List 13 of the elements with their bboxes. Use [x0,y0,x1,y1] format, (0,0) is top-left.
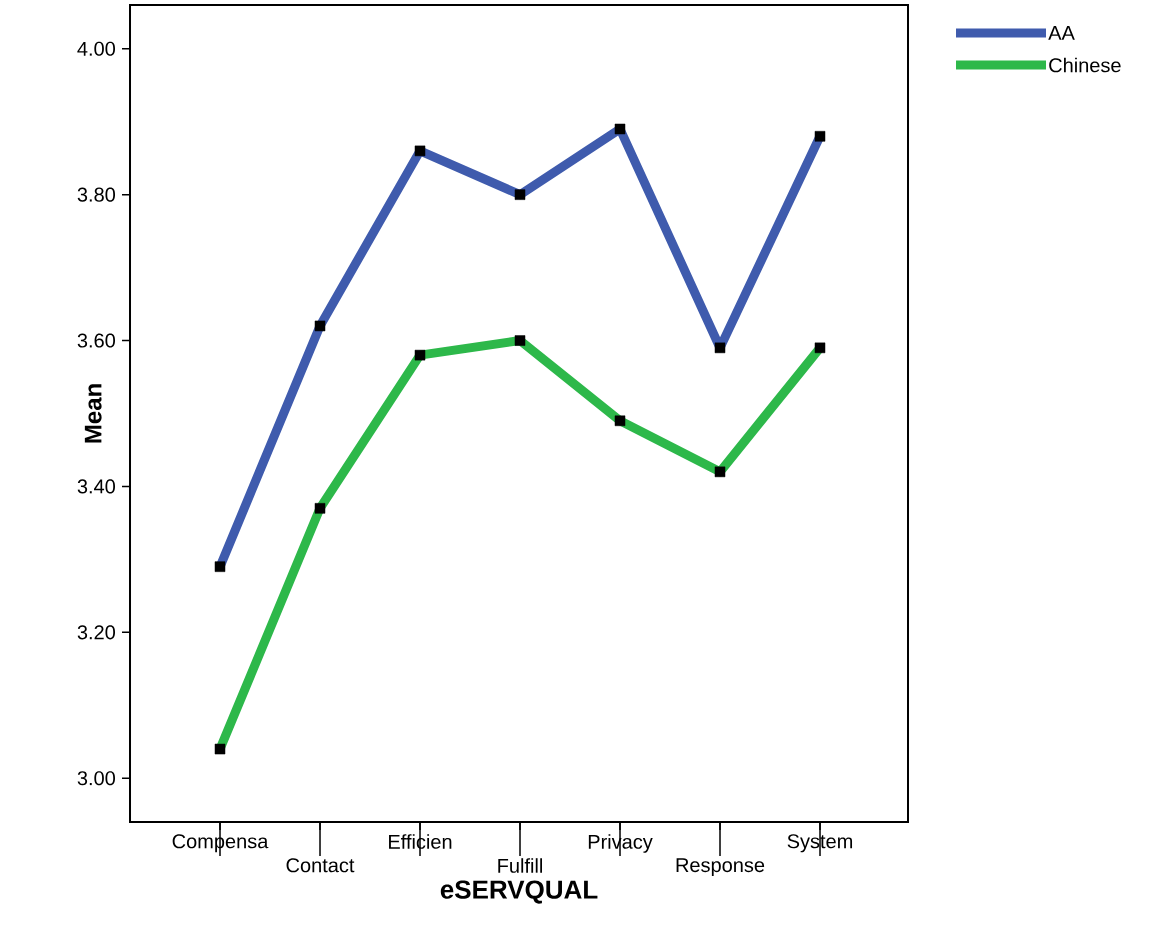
y-tick-label: 4.00 [77,41,116,56]
y-tick-label: 3.80 [77,187,116,202]
x-tick-label: Contact [286,858,355,873]
x-axis-title: eSERVQUAL [440,880,598,904]
legend-label: Chinese [1049,57,1121,73]
y-axis-title: Mean [84,384,102,443]
legend-label: AA [1048,26,1075,40]
x-tick-label: Fulfill [498,858,542,873]
y-tick-label: 3.40 [77,479,116,494]
y-tick-label: 3.00 [77,771,116,786]
y-tick-label: 3.20 [77,625,116,640]
y-tick-label: 3.60 [77,333,116,348]
x-tick-label: Response [676,858,765,877]
